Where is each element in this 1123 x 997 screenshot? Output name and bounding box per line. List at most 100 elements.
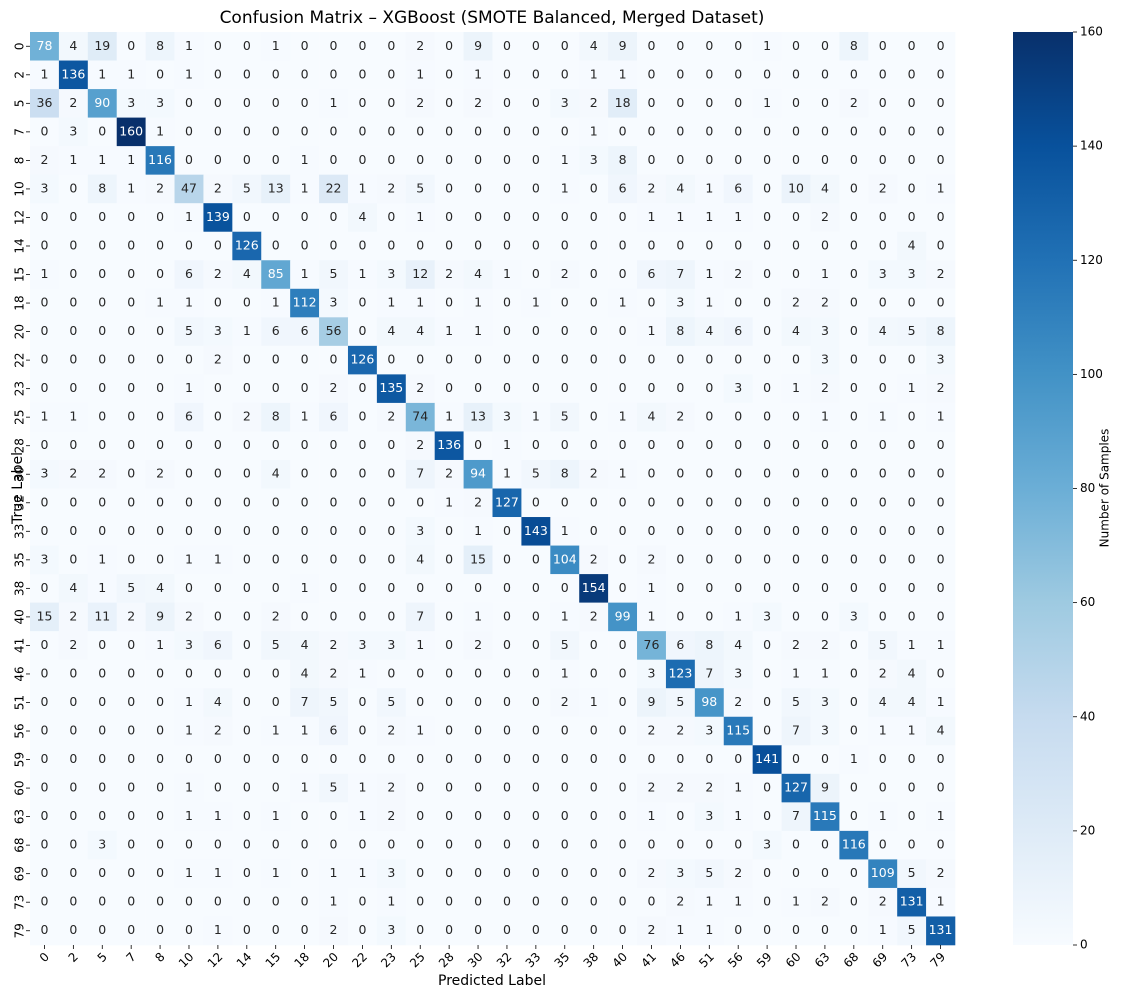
cell-value: 2 [937,266,945,281]
cell [463,631,493,660]
y-tick-label: 18 [13,295,27,310]
cell [665,402,696,432]
cell [376,574,407,603]
cell [637,174,667,204]
cell-value: 0 [272,551,280,566]
cell [810,89,840,118]
cell-value: 2 [69,466,77,481]
cell [405,60,435,90]
cell-value: 0 [879,66,887,81]
cell-value: 8 [272,409,280,424]
cell-value: 0 [214,38,222,53]
cell-value: 3 [387,922,395,937]
cell-value: 8 [619,152,627,167]
cell-value: 0 [763,409,771,424]
cell-value: 56 [326,323,342,338]
cell [868,89,898,118]
cell-value: 4 [69,580,77,595]
cell-value: 0 [474,780,482,795]
cell [550,688,580,718]
cell [376,859,407,889]
cell-value: 0 [908,494,916,509]
cell [30,459,60,489]
cell [174,517,204,546]
cell-value: 1 [908,637,916,652]
cell-value: 0 [676,580,684,595]
cell-value: 0 [503,237,511,252]
cell [839,174,869,204]
cell-value: 0 [908,409,916,424]
cell [521,374,551,404]
cell [810,174,840,204]
cell-value: 0 [532,123,540,138]
cell [839,916,869,946]
cell [637,146,667,175]
cell-value: 0 [590,780,598,795]
cell [145,830,175,860]
cell-value: 0 [648,523,656,538]
cell [694,802,725,832]
cell-value: 5 [561,409,569,424]
cell [723,117,753,147]
cell-value: 0 [561,123,569,138]
cell-value: 10 [788,180,804,195]
cell [608,574,638,603]
cell-value: 0 [127,38,135,53]
cell [492,574,522,603]
cell [232,117,262,147]
cell [492,317,522,347]
cell-value: 0 [156,808,164,823]
cell [145,631,175,660]
cell-value: 0 [69,180,77,195]
cell [694,174,725,204]
colorbar-tick-label: 100 [1080,367,1103,381]
cell-value: 1 [850,751,858,766]
cell [781,545,811,575]
cell [637,916,667,946]
cell [637,459,667,489]
cell [781,60,811,90]
cell-value: 0 [358,323,366,338]
cell [665,859,696,889]
cell [926,517,956,546]
cell-value: 0 [69,266,77,281]
cell-value: 0 [532,637,540,652]
cell [347,146,378,175]
cell [492,231,522,261]
cell [492,602,522,632]
cell [926,89,956,118]
cell [665,916,696,946]
cell [550,146,580,175]
cell-value: 0 [272,95,280,110]
cell-value: 0 [503,295,511,310]
cell [926,488,956,518]
cell-value: 0 [358,608,366,623]
cell-value: 1 [503,266,511,281]
cell-value: 4 [879,323,887,338]
cell-value: 0 [98,523,106,538]
cell [434,545,464,575]
cell-value: 2 [330,637,338,652]
cell [347,773,378,803]
cell-value: 8 [561,466,569,481]
cell [694,574,725,603]
cell-value: 2 [879,894,887,909]
cell-value: 0 [879,751,887,766]
cell [174,345,204,375]
cell [376,345,407,375]
cell [926,802,956,832]
cell [723,631,753,660]
cell-value: 0 [503,380,511,395]
cell [347,117,378,147]
cell [665,260,696,290]
cell-value: 0 [214,95,222,110]
cell [926,402,956,432]
y-tick-label: 35 [13,552,27,567]
cell [58,89,89,118]
cell [926,203,956,233]
cell-value: 0 [69,751,77,766]
cell [405,745,435,775]
y-tick-label: 33 [13,524,27,539]
cell-value: 0 [474,380,482,395]
cell-value: 131 [929,922,953,937]
